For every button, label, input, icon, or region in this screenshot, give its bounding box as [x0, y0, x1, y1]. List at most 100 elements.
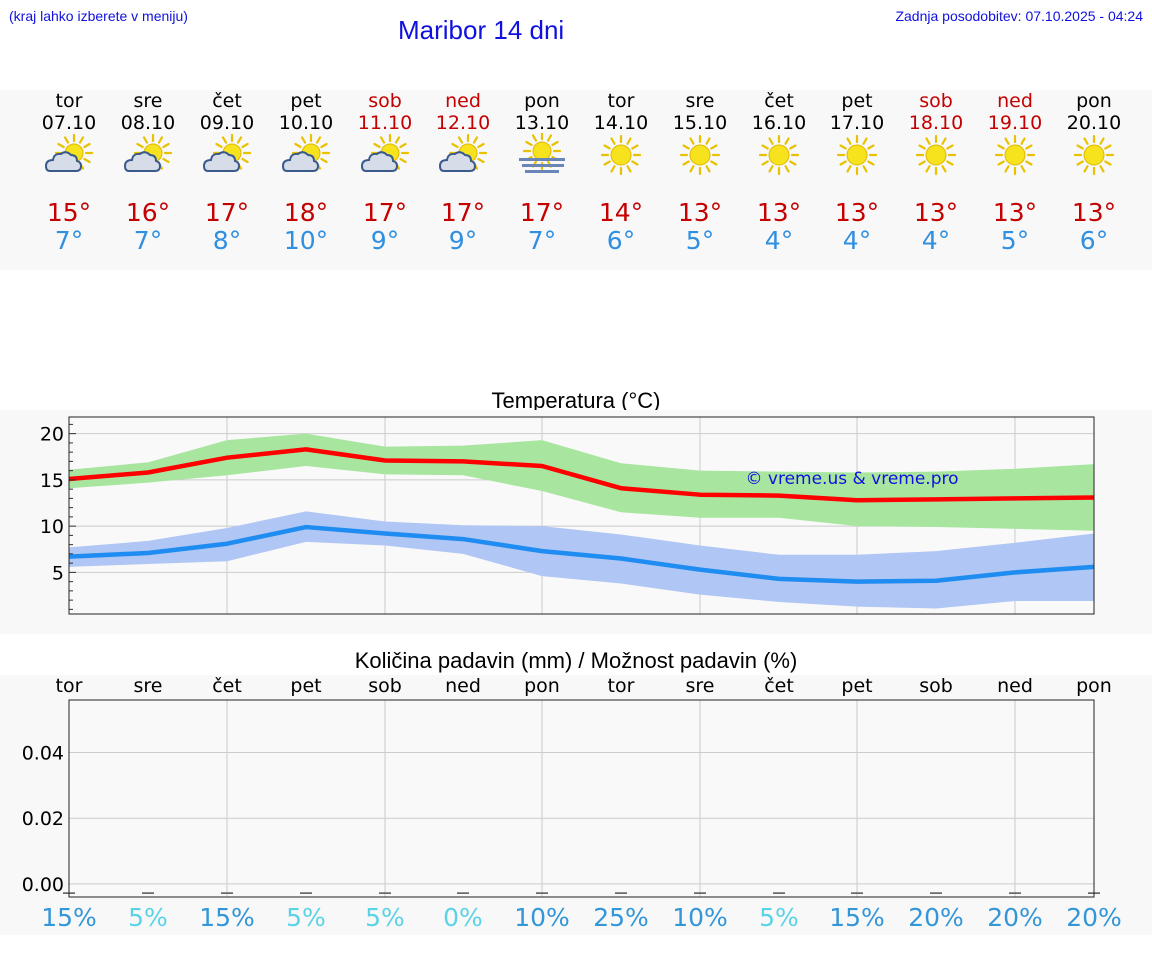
day-date: 14.10: [593, 112, 649, 134]
precipitation-bar: [773, 892, 785, 894]
precipitation-probability: 0%: [443, 903, 483, 932]
max-temperature: 17°: [362, 198, 408, 227]
precipitation-day-label: ned: [445, 675, 481, 697]
precipitation-chart-title: Količina padavin (mm) / Možnost padavin …: [354, 648, 798, 673]
precipitation-day-label: sre: [133, 675, 163, 697]
forecast-day: pon 13.10 17° 7°: [502, 90, 582, 270]
sun-icon: [836, 134, 878, 176]
partly-cloudy-icon: [281, 133, 331, 173]
y-tick-label: 0.00: [22, 874, 64, 896]
forecast-day: tor 07.10 15° 7°: [29, 90, 109, 270]
min-temperature: 5°: [1000, 226, 1030, 255]
precipitation-probability-row: 15% 5% 15% 5% 5% 0% 10% 25% 10% 5% 15% 20% 20% 20%: [0, 903, 1152, 935]
day-name: sre: [133, 90, 163, 112]
last-updated: Zadnja posodobitev: 07.10.2025 - 04:24: [895, 8, 1143, 24]
precipitation-bar: [300, 892, 312, 894]
max-temperature: 17°: [440, 198, 486, 227]
partly-cloudy-icon: [438, 133, 488, 173]
min-temperature: 9°: [370, 226, 400, 255]
day-date: 08.10: [120, 112, 176, 134]
day-name: pon: [1076, 90, 1112, 112]
precipitation-probability: 15%: [829, 903, 885, 932]
plot-area: [69, 700, 1094, 897]
sun-icon: [679, 134, 721, 176]
sun-icon: [994, 134, 1036, 176]
precipitation-day-label: pet: [841, 675, 873, 697]
max-temperature: 13°: [1071, 198, 1117, 227]
min-temperature: 7°: [527, 226, 557, 255]
precipitation-probability: 15%: [41, 903, 97, 932]
precipitation-day-label: tor: [55, 675, 83, 697]
precipitation-probability: 10%: [672, 903, 728, 932]
precipitation-probability: 15%: [199, 903, 255, 932]
precipitation-bar: [851, 892, 863, 894]
forecast-day: pon 20.10 13° 6°: [1054, 90, 1134, 270]
max-temperature: 16°: [125, 198, 171, 227]
day-name: tor: [55, 90, 83, 112]
precipitation-day-label: sob: [919, 675, 953, 697]
day-date: 09.10: [199, 112, 255, 134]
min-temperature: 4°: [921, 226, 951, 255]
forecast-day: tor 14.10 14° 6°: [581, 90, 661, 270]
day-name: ned: [997, 90, 1033, 112]
y-tick-label: 10: [40, 516, 64, 538]
partly-cloudy-icon: [44, 133, 94, 173]
y-tick-label: 5: [52, 562, 64, 584]
day-name: sob: [368, 90, 402, 112]
precipitation-bar: [1009, 892, 1021, 894]
forecast-days: tor 07.10 15° 7° sre 08.10 16° 7° čet 09.10 17° 8° p…: [0, 90, 1152, 270]
forecast-day: čet 16.10 13° 4°: [739, 90, 819, 270]
partly-cloudy-icon: [123, 133, 173, 173]
precipitation-bar: [142, 892, 154, 894]
precipitation-day-label: pon: [1076, 675, 1112, 697]
sun-icon: [1073, 134, 1115, 176]
forecast-day: ned 19.10 13° 5°: [975, 90, 1055, 270]
precipitation-bar: [536, 892, 548, 894]
min-temperature: 6°: [1079, 226, 1109, 255]
day-name: ned: [445, 90, 481, 112]
precipitation-probability: 20%: [1066, 903, 1122, 932]
y-tick-label: 0.04: [22, 743, 64, 765]
day-name: sre: [685, 90, 715, 112]
day-name: pet: [841, 90, 873, 112]
forecast-day: pet 10.10 18° 10°: [266, 90, 346, 270]
forecast-day: sre 08.10 16° 7°: [108, 90, 188, 270]
precipitation-day-labels: tor sre čet pet sob ned pon tor sre čet pet sob ned p…: [0, 675, 1152, 699]
max-temperature: 15°: [46, 198, 92, 227]
max-temperature: 17°: [204, 198, 250, 227]
partly-cloudy-icon: [202, 133, 252, 173]
precipitation-day-label: sre: [685, 675, 715, 697]
forecast-day: pet 17.10 13° 4°: [817, 90, 897, 270]
max-temperature: 13°: [756, 198, 802, 227]
forecast-day: sre 15.10 13° 5°: [660, 90, 740, 270]
sun-icon: [758, 134, 800, 176]
precipitation-chart: 0.00 0.02 0.04: [22, 699, 1100, 898]
forecast-day: čet 09.10 17° 8°: [187, 90, 267, 270]
precipitation-bar: [221, 892, 233, 894]
precipitation-bar: [457, 892, 469, 894]
forecast-day: sob 11.10 17° 9°: [345, 90, 425, 270]
precipitation-day-label: pet: [290, 675, 322, 697]
forecast-strip: [0, 90, 1152, 270]
day-name: čet: [764, 90, 794, 112]
y-tick-label: 20: [40, 424, 64, 446]
min-temperature: 8°: [212, 226, 242, 255]
max-temperature: 13°: [834, 198, 880, 227]
sun-icon: [600, 134, 642, 176]
min-temperature: 5°: [685, 226, 715, 255]
precipitation-bar: [615, 892, 627, 894]
day-date: 17.10: [829, 112, 885, 134]
precipitation-bar: [930, 892, 942, 894]
day-date: 12.10: [435, 112, 491, 134]
day-date: 07.10: [41, 112, 97, 134]
max-temperature: 14°: [598, 198, 644, 227]
plot-frame: [68, 699, 1095, 898]
precipitation-probability: 20%: [908, 903, 964, 932]
precipitation-day-label: pon: [524, 675, 560, 697]
day-date: 15.10: [672, 112, 728, 134]
sun-fog-icon: [519, 133, 565, 173]
sun-icon: [915, 134, 957, 176]
day-name: pet: [290, 90, 322, 112]
day-date: 20.10: [1066, 112, 1122, 134]
max-temperature: 13°: [677, 198, 723, 227]
